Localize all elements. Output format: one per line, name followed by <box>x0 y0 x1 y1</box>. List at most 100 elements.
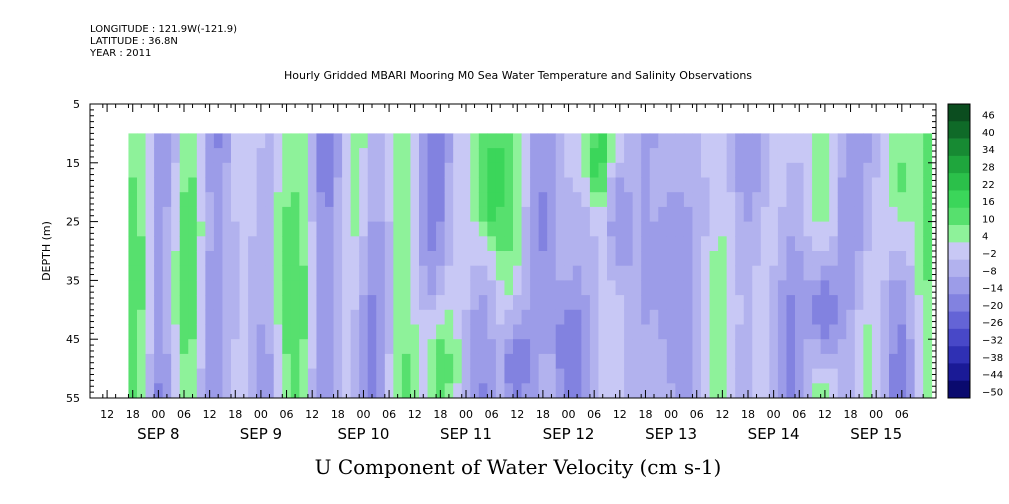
heatmap-cell <box>273 309 283 325</box>
heatmap-cell <box>837 339 847 355</box>
heatmap-cell <box>658 383 668 399</box>
heatmap-cell <box>752 295 762 311</box>
heatmap-cell <box>487 295 497 311</box>
heatmap-cell <box>179 162 189 178</box>
heatmap-cell <box>342 221 352 237</box>
heatmap-cell <box>530 177 540 193</box>
heatmap-cell <box>769 324 779 340</box>
heatmap-cell <box>897 162 907 178</box>
heatmap-cell <box>743 251 753 267</box>
x-hour-tick-label: 12 <box>100 408 114 421</box>
x-date-labels: SEP 8 SEP 9 SEP 10 SEP 11 SEP 12 SEP 13 SEP 14… <box>137 425 902 443</box>
heatmap-cell <box>786 309 796 325</box>
heatmap-cell <box>393 148 403 164</box>
heatmap-cell <box>607 133 616 149</box>
heatmap-cell <box>871 133 881 149</box>
heatmap-cell <box>632 339 642 355</box>
heatmap-cell <box>786 206 796 222</box>
heatmap-cell <box>461 295 471 311</box>
heatmap-cell <box>846 177 856 193</box>
heatmap-cell <box>829 236 839 252</box>
heatmap-cell <box>709 162 719 178</box>
heatmap-cell <box>820 221 830 237</box>
heatmap-cell <box>914 383 924 399</box>
heatmap-cell <box>171 251 181 267</box>
heatmap-cell <box>350 265 360 281</box>
heatmap-cell <box>615 368 625 384</box>
x-hour-tick-label: 00 <box>767 408 781 421</box>
heatmap-cell <box>795 309 804 325</box>
heatmap-cell <box>171 206 181 222</box>
heatmap-cell <box>513 280 522 296</box>
heatmap-cell <box>854 251 864 267</box>
heatmap-cell <box>803 353 813 369</box>
heatmap-cell <box>632 192 642 208</box>
heatmap-cell <box>666 265 676 281</box>
heatmap-cell <box>487 324 497 340</box>
heatmap-cell <box>342 339 352 355</box>
heatmap-cell <box>718 353 728 369</box>
heatmap-cell <box>829 324 839 340</box>
heatmap-cell <box>718 339 728 355</box>
heatmap-cell <box>188 309 198 325</box>
heatmap-cell <box>607 295 616 311</box>
heatmap-cell <box>427 148 437 164</box>
heatmap-cell <box>333 309 343 325</box>
heatmap-cell <box>436 280 446 296</box>
heatmap-cell <box>504 148 514 164</box>
heatmap-cell <box>401 368 411 384</box>
heatmap-cell <box>897 339 907 355</box>
heatmap-cell <box>188 221 198 237</box>
heatmap-cell <box>521 221 531 237</box>
heatmap-cell <box>470 309 480 325</box>
heatmap-cell <box>914 280 924 296</box>
colorbar-label: −20 <box>982 301 1003 312</box>
x-date-label: SEP 15 <box>850 425 902 443</box>
heatmap-cell <box>196 221 206 237</box>
heatmap-cell <box>923 251 933 267</box>
heatmap-cell <box>453 162 463 178</box>
heatmap-cell <box>205 133 215 149</box>
heatmap-cell <box>598 324 608 340</box>
heatmap-cell <box>419 221 428 237</box>
heatmap-cell <box>820 206 830 222</box>
heatmap-cell <box>683 251 693 267</box>
heatmap-cell <box>188 192 198 208</box>
heatmap-cell <box>179 324 189 340</box>
heatmap-cell <box>837 309 847 325</box>
heatmap-cell <box>743 324 753 340</box>
heatmap-cell <box>837 177 847 193</box>
heatmap-cell <box>137 295 146 311</box>
heatmap-cell <box>641 353 651 369</box>
heatmap-cell <box>769 192 779 208</box>
heatmap-cell <box>325 324 334 340</box>
heatmap-cell <box>829 177 839 193</box>
heatmap-cell <box>376 177 386 193</box>
heatmap-cell <box>427 177 437 193</box>
heatmap-cell <box>196 236 206 252</box>
heatmap-cell <box>179 251 189 267</box>
heatmap-cell <box>427 324 437 340</box>
heatmap-cell <box>641 236 651 252</box>
heatmap-cell <box>530 251 540 267</box>
heatmap-cell <box>128 133 138 149</box>
heatmap-cell <box>213 133 223 149</box>
heatmap-cell <box>342 324 352 340</box>
heatmap-cell <box>683 383 693 399</box>
heatmap-cell <box>701 206 710 222</box>
heatmap-cell <box>273 383 283 399</box>
heatmap-cell <box>735 221 745 237</box>
heatmap-cell <box>410 177 420 193</box>
heatmap-cell <box>812 162 822 178</box>
heatmap-cell <box>487 236 497 252</box>
heatmap-cell <box>538 192 548 208</box>
heatmap-cell <box>410 148 420 164</box>
x-hour-tick-label: 06 <box>895 408 909 421</box>
heatmap-cell <box>290 295 300 311</box>
heatmap-cell <box>871 295 881 311</box>
heatmap-cell <box>470 162 480 178</box>
heatmap-cell <box>701 251 710 267</box>
heatmap-cell <box>718 192 728 208</box>
colorbar-swatch <box>948 363 970 381</box>
heatmap-cell <box>649 383 659 399</box>
